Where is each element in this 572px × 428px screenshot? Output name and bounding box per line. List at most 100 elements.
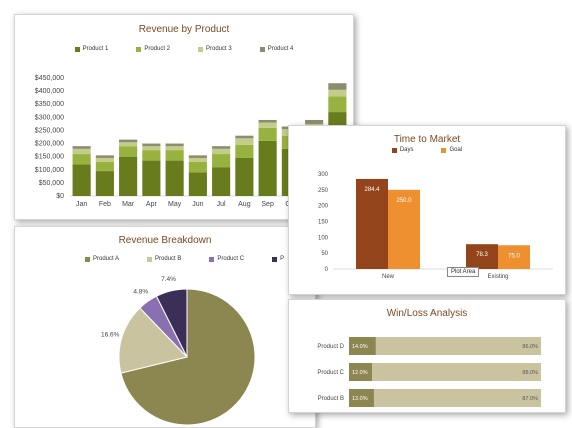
bar bbox=[466, 244, 498, 269]
rb-legend-swatch bbox=[85, 256, 90, 262]
rbp-legend-swatch bbox=[198, 46, 203, 52]
bar-segment bbox=[142, 160, 161, 196]
bar-segment bbox=[212, 148, 231, 155]
revenue-breakdown-chart[interactable]: 16.6% 4.8% 7.4% bbox=[15, 227, 315, 427]
rb-legend-item: P bbox=[272, 256, 284, 262]
x-tick-label: Jun bbox=[192, 201, 203, 208]
bar-segment bbox=[373, 389, 541, 407]
time-to-market-chart[interactable]: 0 50 100 150 200 250 300 284.4 250.0 New 78.3 75.0 E… bbox=[289, 126, 565, 294]
bar-segment bbox=[95, 161, 114, 172]
bar-segment bbox=[212, 154, 231, 168]
bar-segment bbox=[72, 164, 91, 196]
bar bbox=[388, 189, 420, 269]
bar-segment bbox=[72, 154, 91, 165]
bar-segment bbox=[119, 146, 138, 157]
bar-segment bbox=[95, 157, 114, 162]
rb-legend-swatch bbox=[209, 256, 215, 262]
y-tick-label: $100,000 bbox=[35, 167, 64, 174]
pie-slice bbox=[120, 288, 256, 426]
pie-slice-label: 16.6% bbox=[101, 332, 120, 339]
bar-segment bbox=[349, 363, 373, 381]
ttm-legend-swatch bbox=[391, 147, 397, 153]
bar-segment bbox=[258, 122, 277, 128]
win-loss-chart[interactable]: Product D 14.0% 86.0% Product C 12.0% 88.0% Pr… bbox=[289, 300, 565, 412]
bar-segment bbox=[328, 89, 347, 97]
bar-data-label: 14.0% bbox=[352, 344, 368, 350]
rbp-legend-swatch bbox=[259, 46, 265, 52]
bar-data-label: 78.3 bbox=[476, 252, 488, 258]
x-tick-label: Sep bbox=[261, 201, 274, 208]
bar-segment bbox=[349, 337, 376, 355]
bar-segment bbox=[188, 157, 207, 162]
bar-segment bbox=[235, 135, 254, 139]
y-tick-label: $150,000 bbox=[35, 154, 64, 161]
rbp-legend-label: Product 1 bbox=[82, 46, 109, 52]
ttm-legend-swatch bbox=[441, 147, 447, 153]
bar-segment bbox=[235, 157, 254, 196]
bar-segment bbox=[375, 337, 541, 355]
pie-slice-label: 4.8% bbox=[133, 289, 148, 296]
bar-segment bbox=[165, 160, 184, 196]
bar-segment bbox=[235, 144, 254, 158]
y-tick-label: $250,000 bbox=[35, 127, 64, 134]
rb-legend-swatch bbox=[272, 256, 278, 262]
y-tick-label: $300,000 bbox=[35, 114, 64, 121]
pie-slice-label: 7.4% bbox=[161, 276, 176, 283]
revenue-breakdown-title: Revenue Breakdown bbox=[118, 235, 212, 246]
rb-legend-item: Product A bbox=[85, 256, 119, 262]
pie-slice bbox=[155, 288, 188, 358]
rbp-legend-label: Product 3 bbox=[206, 46, 232, 52]
y-tick-label: $350,000 bbox=[35, 101, 64, 108]
time-to-market-legend: Days Goal bbox=[289, 147, 565, 153]
bar-data-label: 88.0% bbox=[522, 370, 538, 376]
rbp-legend-item: Product 4 bbox=[259, 46, 293, 52]
rb-legend-swatch bbox=[147, 256, 153, 262]
y-tick-label: $200,000 bbox=[35, 141, 64, 148]
y-tick-label: $400,000 bbox=[35, 88, 64, 95]
ttm-legend-label: Goal bbox=[449, 147, 463, 153]
rbp-legend-swatch bbox=[74, 46, 80, 52]
plot-area-tooltip: Plot Area bbox=[447, 267, 480, 277]
rb-legend-label: Product A bbox=[93, 256, 120, 262]
bar-segment bbox=[165, 150, 184, 161]
y-tick-label: 300 bbox=[318, 172, 329, 178]
bar-segment bbox=[188, 155, 207, 158]
bar-segment bbox=[212, 146, 231, 149]
bar-segment bbox=[258, 119, 277, 123]
bar-data-label: 13.0% bbox=[352, 396, 368, 402]
bar-data-label: 284.4 bbox=[364, 187, 380, 193]
category-label: Product B bbox=[318, 396, 344, 402]
bar-segment bbox=[95, 171, 114, 196]
bar-segment bbox=[95, 155, 114, 158]
y-tick-label: 200 bbox=[318, 204, 329, 210]
bar-segment bbox=[258, 127, 277, 141]
bar-data-label: 75.0 bbox=[508, 253, 520, 259]
bar-data-label: 86.0% bbox=[522, 344, 538, 350]
bar-segment bbox=[328, 96, 347, 113]
rb-legend-item: Product B bbox=[147, 256, 181, 262]
y-tick-label: $50,000 bbox=[39, 180, 64, 187]
bar bbox=[498, 245, 530, 269]
bar-segment bbox=[305, 119, 324, 124]
ttm-legend-item: Goal bbox=[441, 147, 462, 153]
ttm-legend-item: Days bbox=[391, 147, 413, 153]
y-tick-label: $0 bbox=[56, 193, 64, 200]
bar-segment bbox=[119, 139, 138, 143]
bar bbox=[356, 178, 388, 269]
bar-data-label: 12.0% bbox=[352, 370, 368, 376]
x-tick-label: Mar bbox=[122, 201, 135, 208]
bar-segment bbox=[235, 138, 254, 145]
bar-data-label: 87.0% bbox=[522, 396, 538, 402]
bar-segment bbox=[119, 142, 138, 147]
time-to-market-title: Time to Market bbox=[393, 134, 461, 145]
rb-legend-item: Product C bbox=[209, 256, 244, 262]
bar-segment bbox=[372, 363, 541, 381]
bar-segment bbox=[142, 143, 161, 147]
revenue-by-product-title: Revenue by Product bbox=[138, 24, 230, 35]
y-tick-label: $450,000 bbox=[35, 75, 64, 82]
win-loss-panel: Win/Loss Analysis Product D 14.0% 86.0% Pro… bbox=[288, 299, 566, 413]
win-loss-title: Win/Loss Analysis bbox=[386, 308, 468, 319]
bar-segment bbox=[328, 83, 347, 90]
rb-legend-label: P bbox=[280, 256, 285, 262]
x-tick-label: New bbox=[382, 274, 395, 280]
